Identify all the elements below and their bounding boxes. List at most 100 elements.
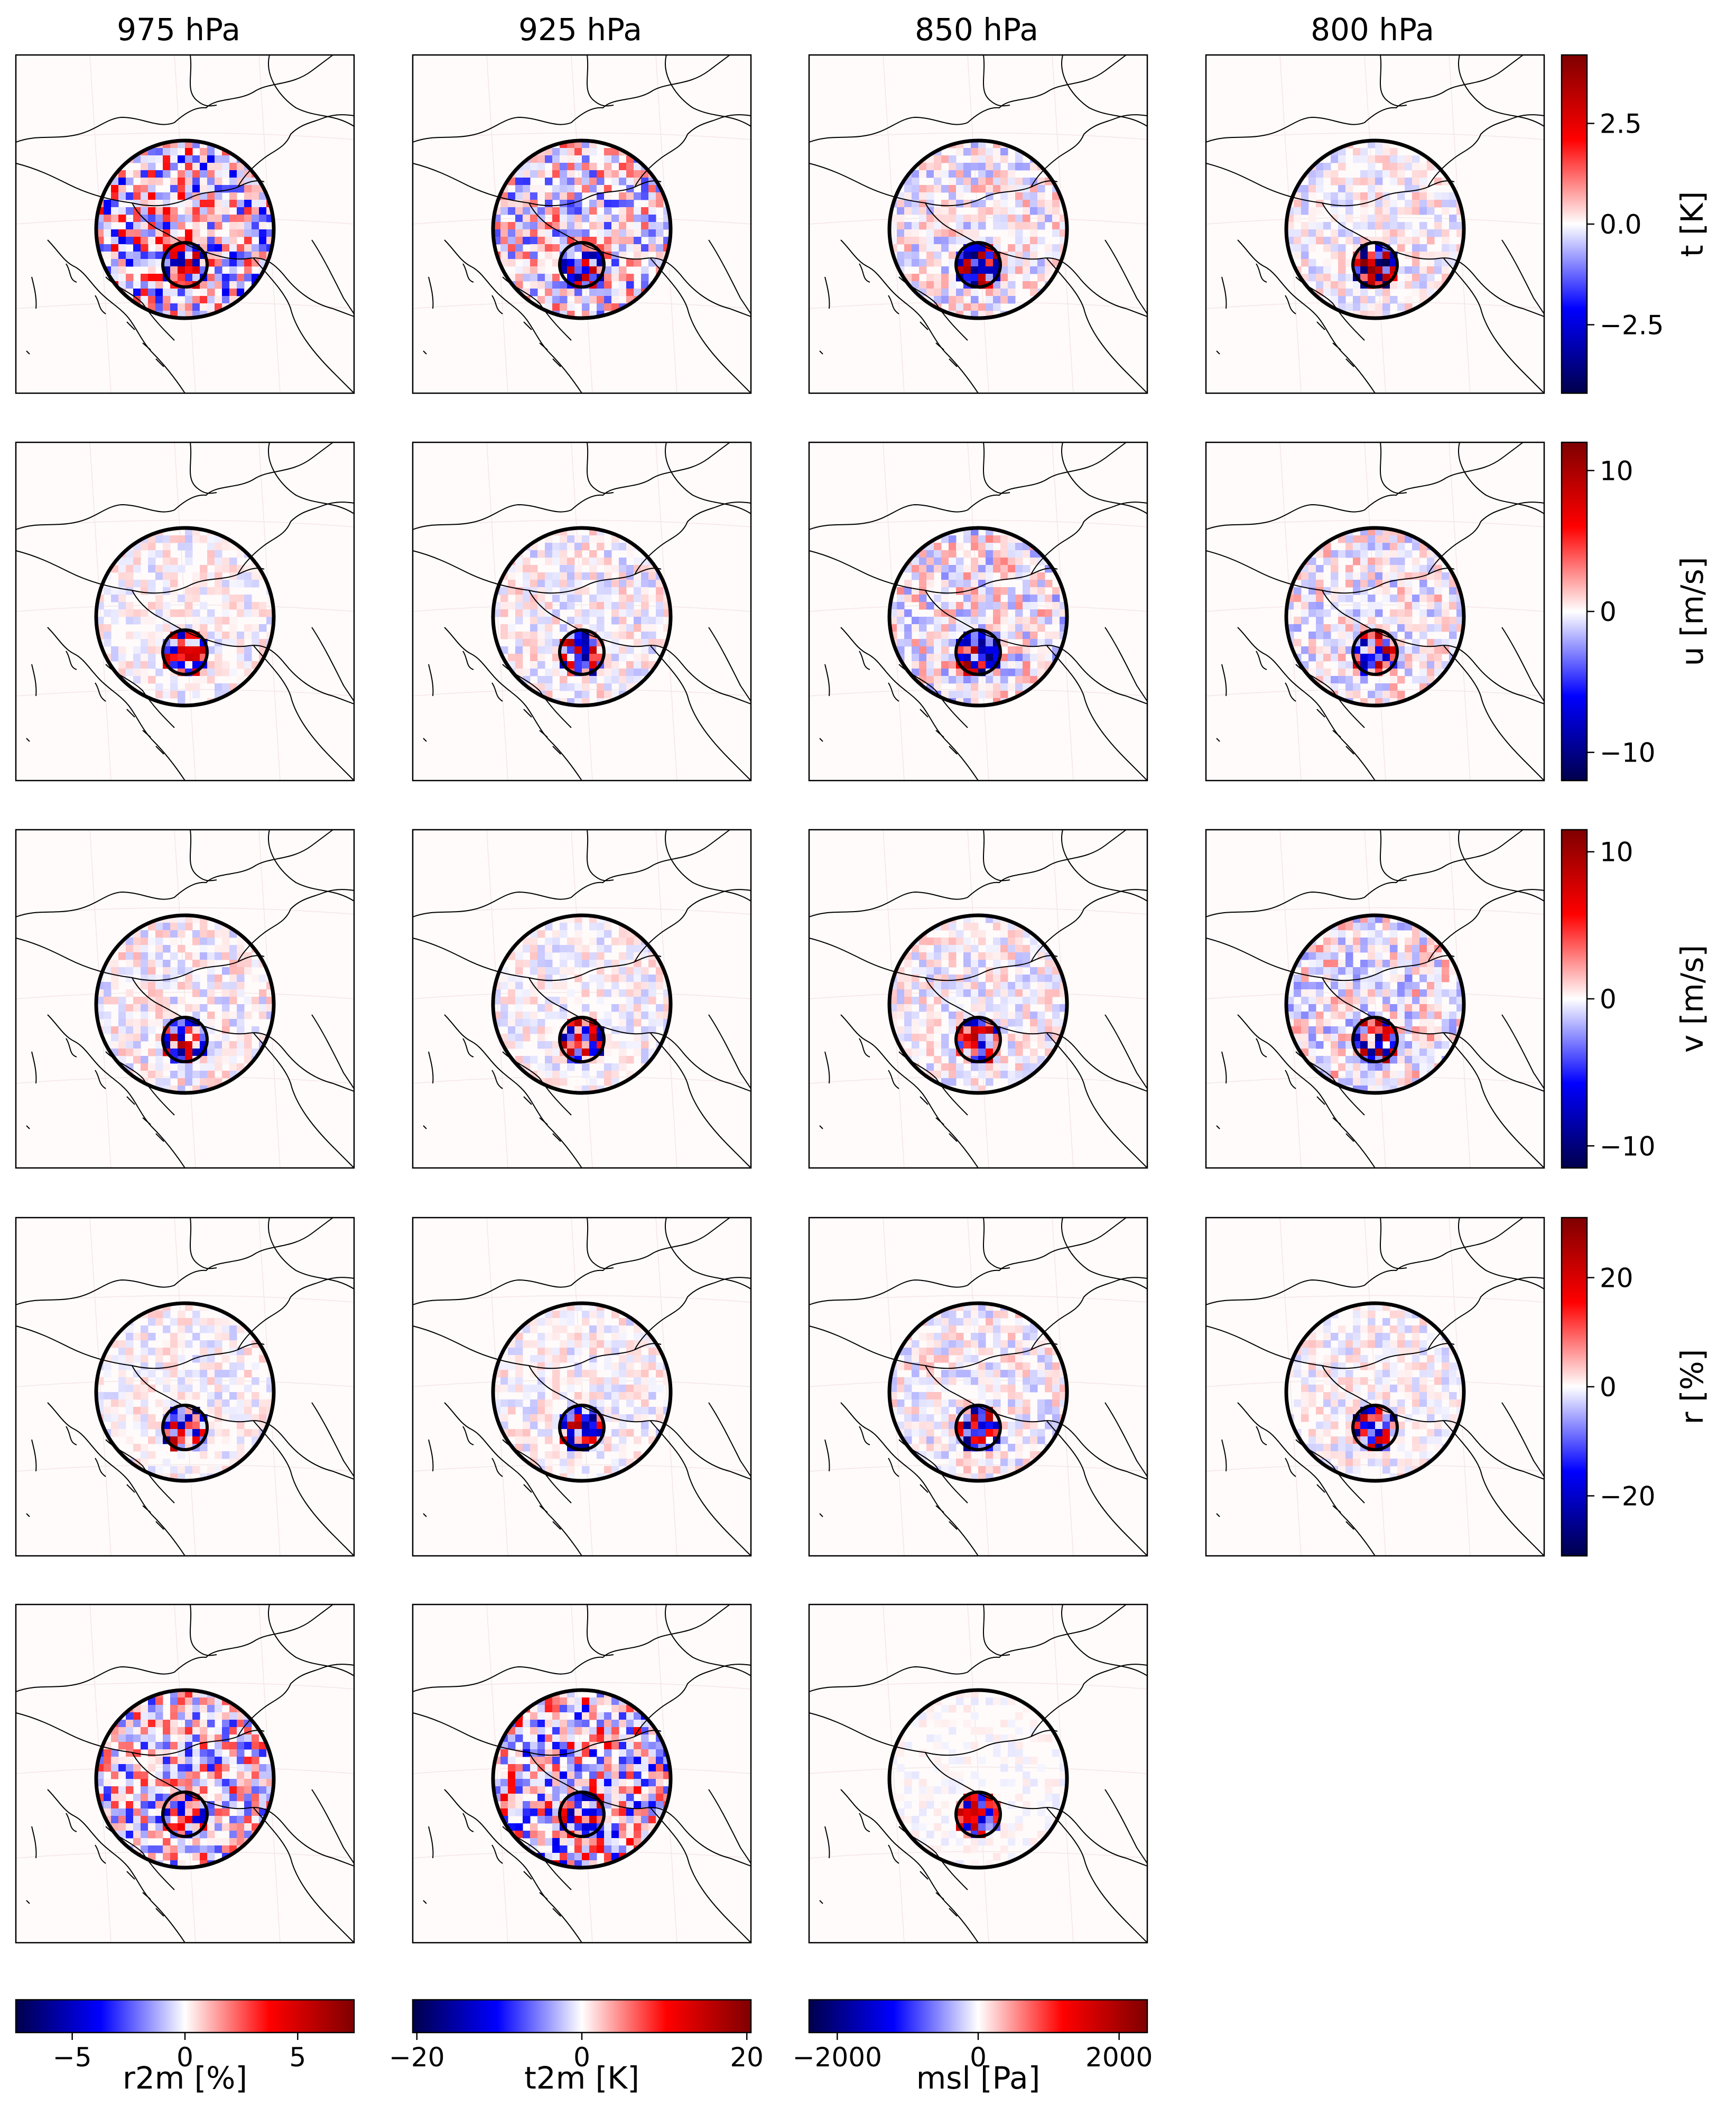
country-borders xyxy=(809,829,1148,1168)
column-title-925: 925 hPa xyxy=(518,12,642,48)
outer-domain-circle xyxy=(887,913,1069,1095)
colorbar-t: −2.5 0.0 2.5 t [K] xyxy=(1561,54,1710,394)
graticule xyxy=(1205,1217,1545,1556)
colorbar-tick-label: 20 xyxy=(730,2042,764,2073)
outer-domain-circle xyxy=(491,138,673,320)
colorbar-tick-label: −20 xyxy=(1600,1481,1656,1511)
map-panel-msl xyxy=(808,1603,1148,1944)
inner-domain-circle xyxy=(558,241,606,289)
panel-frame xyxy=(412,441,752,782)
colorbar-label: t2m [K] xyxy=(524,2060,639,2096)
colorbar-gradient xyxy=(808,1999,1148,2034)
map-panel-t-800-hPa xyxy=(1205,54,1545,394)
panel-frame xyxy=(808,54,1148,394)
outer-domain-circle xyxy=(491,913,673,1095)
inner-domain-circle xyxy=(1351,1016,1399,1063)
outer-domain-circle xyxy=(94,138,276,320)
panel-frame xyxy=(15,829,355,1169)
inner-domain-circle xyxy=(161,1016,209,1063)
country-borders xyxy=(809,442,1148,781)
colorbar-label: r2m [%] xyxy=(123,2060,247,2096)
inner-domain-circle xyxy=(558,1404,606,1451)
colorbar-gradient xyxy=(1561,441,1588,782)
colorbar-tick-label: −20 xyxy=(389,2042,445,2073)
map-panel-t-975-hPa xyxy=(15,54,355,394)
colorbar-tick-label: 10 xyxy=(1600,456,1633,486)
inner-domain-circle xyxy=(161,1790,209,1838)
colorbar-label: v [m/s] xyxy=(1674,945,1710,1053)
panel-frame xyxy=(1205,829,1545,1169)
country-borders xyxy=(412,54,751,394)
colorbar-tick-label: 5 xyxy=(289,2042,306,2073)
colorbar-gradient xyxy=(15,1999,355,2034)
colorbar-tick-label: −10 xyxy=(1600,1131,1656,1162)
outer-domain-circle xyxy=(1284,913,1466,1095)
outer-domain-circle xyxy=(94,1301,276,1483)
inner-domain-circle xyxy=(558,628,606,676)
colorbar-tick-label: 20 xyxy=(1600,1263,1633,1294)
country-borders xyxy=(412,442,751,781)
colorbar-tick-label: 0 xyxy=(1600,597,1617,627)
outer-domain-circle xyxy=(1284,1301,1466,1483)
map-panel-r-850-hPa xyxy=(808,1217,1148,1557)
map-panel-t2m xyxy=(412,1603,752,1944)
map-panel-r-800-hPa xyxy=(1205,1217,1545,1557)
map-panel-v-925-hPa xyxy=(412,829,752,1169)
map-panel-u-800-hPa xyxy=(1205,441,1545,782)
anomaly-field xyxy=(493,915,671,1093)
panel-frame xyxy=(412,1603,752,1944)
colorbar-tick-label: 0 xyxy=(1600,1372,1617,1403)
inner-domain-circle xyxy=(954,1790,1002,1838)
colorbar-r: −20 0 20 r [%] xyxy=(1561,1217,1710,1557)
inner-domain-circle xyxy=(954,1404,1002,1451)
outer-domain-circle xyxy=(94,913,276,1095)
map-panel-t-925-hPa xyxy=(412,54,752,394)
inner-domain-circle xyxy=(1351,628,1399,676)
country-borders xyxy=(412,829,751,1168)
panel-frame xyxy=(15,1217,355,1557)
panel-frame xyxy=(15,441,355,782)
map-panel-t-850-hPa xyxy=(808,54,1148,394)
country-borders xyxy=(15,1604,355,1943)
country-borders xyxy=(15,829,355,1168)
map-panel-v-850-hPa xyxy=(808,829,1148,1169)
colorbar-v: −10 0 10 v [m/s] xyxy=(1561,829,1710,1169)
map-panels xyxy=(15,54,1545,1944)
inner-domain-circle xyxy=(954,1016,1002,1063)
panel-frame xyxy=(412,829,752,1169)
colorbar-label: t [K] xyxy=(1674,191,1710,257)
colorbar-gradient xyxy=(1561,829,1588,1169)
inner-domain-circle xyxy=(1351,241,1399,289)
anomaly-field xyxy=(493,141,671,318)
panel-frame xyxy=(15,54,355,394)
inner-domain-circle xyxy=(954,628,1002,676)
map-panel-r2m xyxy=(15,1603,355,1944)
outer-domain-circle xyxy=(491,1688,673,1870)
panel-frame xyxy=(1205,1217,1545,1557)
outer-domain-circle xyxy=(94,526,276,708)
colorbar-r2m: −5 0 5 r2m [%] xyxy=(15,1999,355,2096)
outer-domain-circle xyxy=(491,1301,673,1483)
outer-domain-circle xyxy=(491,526,673,708)
country-borders xyxy=(412,1604,751,1943)
map-panel-u-975-hPa xyxy=(15,441,355,782)
outer-domain-circle xyxy=(887,138,1069,320)
colorbar-tick-label: 2.5 xyxy=(1600,109,1642,140)
colorbar-msl: −2000 0 2000 msl [Pa] xyxy=(793,1999,1153,2096)
colorbars: −2.5 0.0 2.5 t [K] −10 0 10 u [m/s] −10 0 10 v [m/s… xyxy=(15,54,1710,2096)
panel-frame xyxy=(15,1603,355,1944)
colorbar-gradient xyxy=(412,1999,752,2034)
column-titles: 975 hPa 925 hPa 850 hPa 800 hPa xyxy=(117,12,1434,48)
map-panel-r-975-hPa xyxy=(15,1217,355,1557)
inner-domain-circle xyxy=(558,1016,606,1063)
colorbar-tick-label: 0 xyxy=(573,2042,590,2073)
country-borders xyxy=(1205,829,1545,1168)
outer-domain-circle xyxy=(887,1688,1069,1870)
inner-domain-circle xyxy=(161,1404,209,1451)
panel-frame xyxy=(808,1603,1148,1944)
colorbar-t2m: −20 0 20 t2m [K] xyxy=(389,1999,764,2096)
colorbar-tick-label: 2000 xyxy=(1085,2042,1153,2073)
inner-domain-circle xyxy=(161,628,209,676)
panel-frame xyxy=(412,1217,752,1557)
country-borders xyxy=(1205,442,1545,781)
